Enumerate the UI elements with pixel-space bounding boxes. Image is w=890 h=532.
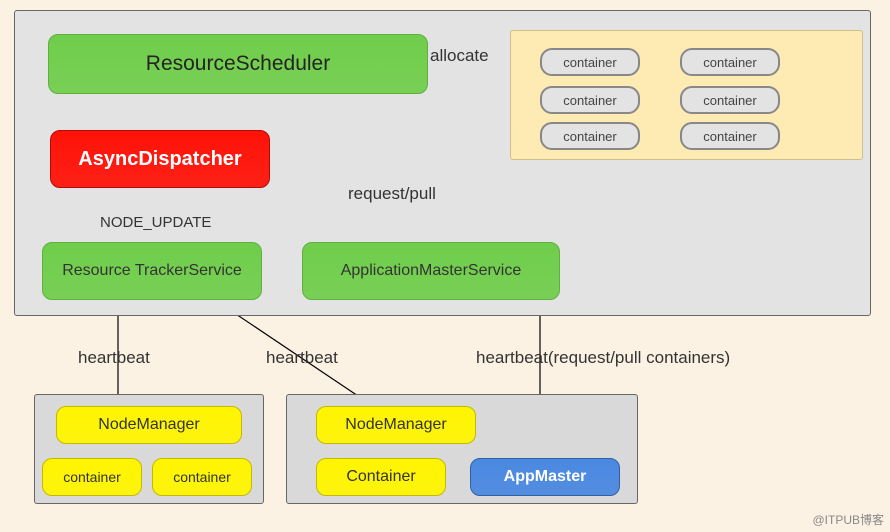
edge-label-allocate: allocate — [430, 46, 489, 66]
node-nm2_c: Container — [316, 458, 446, 496]
watermark-text: @ITPUB博客 — [812, 511, 884, 528]
node-nm1_c2: container — [152, 458, 252, 496]
node-appmaster: AppMaster — [470, 458, 620, 496]
node-nm1: NodeManager — [56, 406, 242, 444]
container-pill: container — [540, 48, 640, 76]
edge-label-node_update: NODE_UPDATE — [100, 214, 211, 231]
edge-label-hb1: heartbeat — [78, 348, 150, 368]
edge-label-hb2: heartbeat — [266, 348, 338, 368]
edge-label-request_pull: request/pull — [348, 184, 436, 204]
container-pill: container — [680, 86, 780, 114]
container-pill: container — [540, 122, 640, 150]
node-rts: Resource TrackerService — [42, 242, 262, 300]
node-scheduler: ResourceScheduler — [48, 34, 428, 94]
container-pill: container — [680, 122, 780, 150]
node-nm2: NodeManager — [316, 406, 476, 444]
container-pill: container — [680, 48, 780, 76]
node-ams: ApplicationMasterService — [302, 242, 560, 300]
node-nm1_c1: container — [42, 458, 142, 496]
node-dispatcher: AsyncDispatcher — [50, 130, 270, 188]
container-pill: container — [540, 86, 640, 114]
edge-label-hb3: heartbeat(request/pull containers) — [476, 348, 730, 368]
